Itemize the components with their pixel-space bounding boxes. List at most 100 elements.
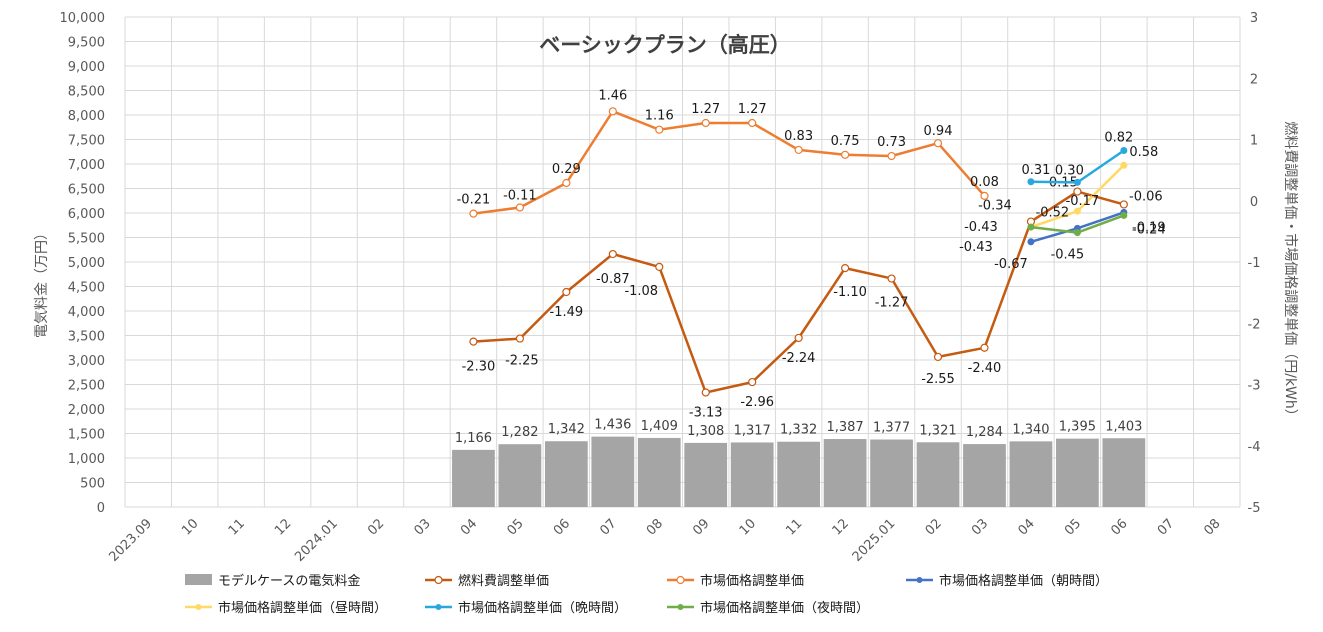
data-point xyxy=(1119,200,1128,209)
legend-label: 市場価格調整単価（昼時間） xyxy=(218,600,387,616)
bar-data-label: 1,340 xyxy=(1012,422,1049,437)
x-tick-label: 07 xyxy=(597,516,619,538)
y-right-tick-label: 1 xyxy=(1250,134,1258,149)
line-data-label: -0.06 xyxy=(1129,189,1163,204)
data-point xyxy=(608,107,617,116)
line-data-label: -2.25 xyxy=(505,354,539,369)
y-left-tick-label: 6,000 xyxy=(68,207,105,222)
bar xyxy=(870,439,913,507)
line-data-label: 0.73 xyxy=(877,135,906,150)
line-data-label: -0.11 xyxy=(503,188,537,203)
bar xyxy=(684,442,728,507)
y-left-axis-title: 電気料金（万円） xyxy=(34,226,50,338)
bar-data-label: 1,377 xyxy=(873,421,910,436)
bar-data-label: 1,387 xyxy=(826,420,863,435)
x-tick-label: 08 xyxy=(644,516,666,538)
line-data-label: 0.31 xyxy=(1021,163,1050,178)
line-data-label: -0.52 xyxy=(1036,206,1070,221)
line-data-label: 0.08 xyxy=(970,175,999,190)
bar-data-label: 1,409 xyxy=(641,419,678,434)
bar xyxy=(916,442,960,507)
y-left-tick-label: 2,500 xyxy=(68,379,105,394)
bar xyxy=(1009,441,1053,507)
y-left-tick-label: 8,000 xyxy=(68,109,105,124)
data-point xyxy=(701,118,710,128)
y-left-tick-label: 0 xyxy=(97,501,105,516)
line-data-label: -2.24 xyxy=(782,351,816,366)
y-right-tick-label: -3 xyxy=(1248,379,1261,394)
y-left-tick-label: 10,000 xyxy=(60,11,106,26)
y-left-tick-label: 9,000 xyxy=(68,60,105,75)
data-point xyxy=(562,287,571,297)
line-data-label: -0.43 xyxy=(959,240,993,255)
y-left-tick-label: 4,500 xyxy=(68,281,105,296)
legend-label: 市場価格調整単価（晩時間） xyxy=(458,600,627,616)
bar xyxy=(498,444,542,507)
data-point xyxy=(562,178,571,188)
bar-data-label: 1,284 xyxy=(966,425,1003,440)
data-point xyxy=(701,388,710,397)
line-data-label: -1.08 xyxy=(624,284,658,299)
data-point xyxy=(1073,178,1081,186)
line-data-label: 0.75 xyxy=(831,134,860,149)
legend-label: 市場価格調整単価（朝時間） xyxy=(939,573,1108,589)
bar xyxy=(544,441,588,507)
y-left-tick-label: 5,500 xyxy=(68,232,105,247)
legend-marker xyxy=(916,577,923,583)
line-data-label: 0.83 xyxy=(784,129,813,144)
data-point xyxy=(1073,229,1081,237)
x-tick-label: 02 xyxy=(923,516,945,538)
x-tick-label: 06 xyxy=(551,516,573,538)
legend-swatch xyxy=(185,574,212,585)
data-point xyxy=(1120,147,1128,155)
bar-data-label: 1,332 xyxy=(780,423,817,438)
y-left-tick-label: 3,500 xyxy=(68,330,105,345)
y-right-tick-label: -1 xyxy=(1248,256,1261,271)
y-right-tick-label: -2 xyxy=(1248,317,1261,332)
x-tick-label: 04 xyxy=(1015,516,1037,538)
line-data-label: 0.29 xyxy=(552,162,581,177)
y-right-tick-label: 0 xyxy=(1250,195,1258,210)
legend-label: モデルケースの電気料金 xyxy=(218,573,360,589)
data-point xyxy=(655,262,664,271)
y-left-tick-label: 4,000 xyxy=(68,305,105,320)
line-data-label: 1.27 xyxy=(738,102,767,117)
x-tick-label: 2023.09 xyxy=(106,516,155,565)
line-data-label: 0.30 xyxy=(1055,163,1084,178)
data-point xyxy=(748,377,757,387)
line-data-label: -2.96 xyxy=(740,395,774,410)
series-line xyxy=(473,110,986,215)
legend-marker xyxy=(434,575,443,585)
line-data-label: -0.43 xyxy=(964,220,998,235)
data-point xyxy=(841,150,850,159)
y-left-tick-label: 5,000 xyxy=(68,256,105,271)
bar-data-label: 1,308 xyxy=(687,424,724,439)
data-point xyxy=(1027,238,1035,246)
line-data-label: -1.10 xyxy=(833,285,867,300)
y-left-tick-label: 7,500 xyxy=(68,134,105,149)
bar xyxy=(823,439,867,507)
bar xyxy=(637,437,681,507)
x-tick-label: 07 xyxy=(1155,516,1177,538)
bar xyxy=(777,441,821,507)
y-left-tick-label: 2,000 xyxy=(68,403,105,418)
y-right-tick-label: -5 xyxy=(1248,501,1261,516)
y-right-tick-label: -4 xyxy=(1248,440,1261,455)
line-data-label: -2.30 xyxy=(462,360,496,375)
legend-marker xyxy=(676,575,685,585)
bar xyxy=(452,449,495,507)
data-point xyxy=(655,125,664,134)
chart-title: ベーシックプラン（高圧） xyxy=(539,33,791,57)
line-data-label: -0.19 xyxy=(1132,220,1166,235)
legend-label: 市場価格調整単価 xyxy=(700,573,804,589)
line-data-label: -2.55 xyxy=(921,372,955,387)
bar-data-label: 1,166 xyxy=(455,431,492,446)
y-left-tick-label: 3,000 xyxy=(68,354,105,369)
bar-data-label: 1,395 xyxy=(1059,420,1096,435)
line-data-label: 1.46 xyxy=(598,88,627,103)
bar-data-label: 1,317 xyxy=(734,423,771,438)
data-point xyxy=(933,139,943,148)
bar xyxy=(1102,438,1146,507)
x-tick-label: 06 xyxy=(1108,516,1130,538)
data-point xyxy=(1027,178,1035,186)
